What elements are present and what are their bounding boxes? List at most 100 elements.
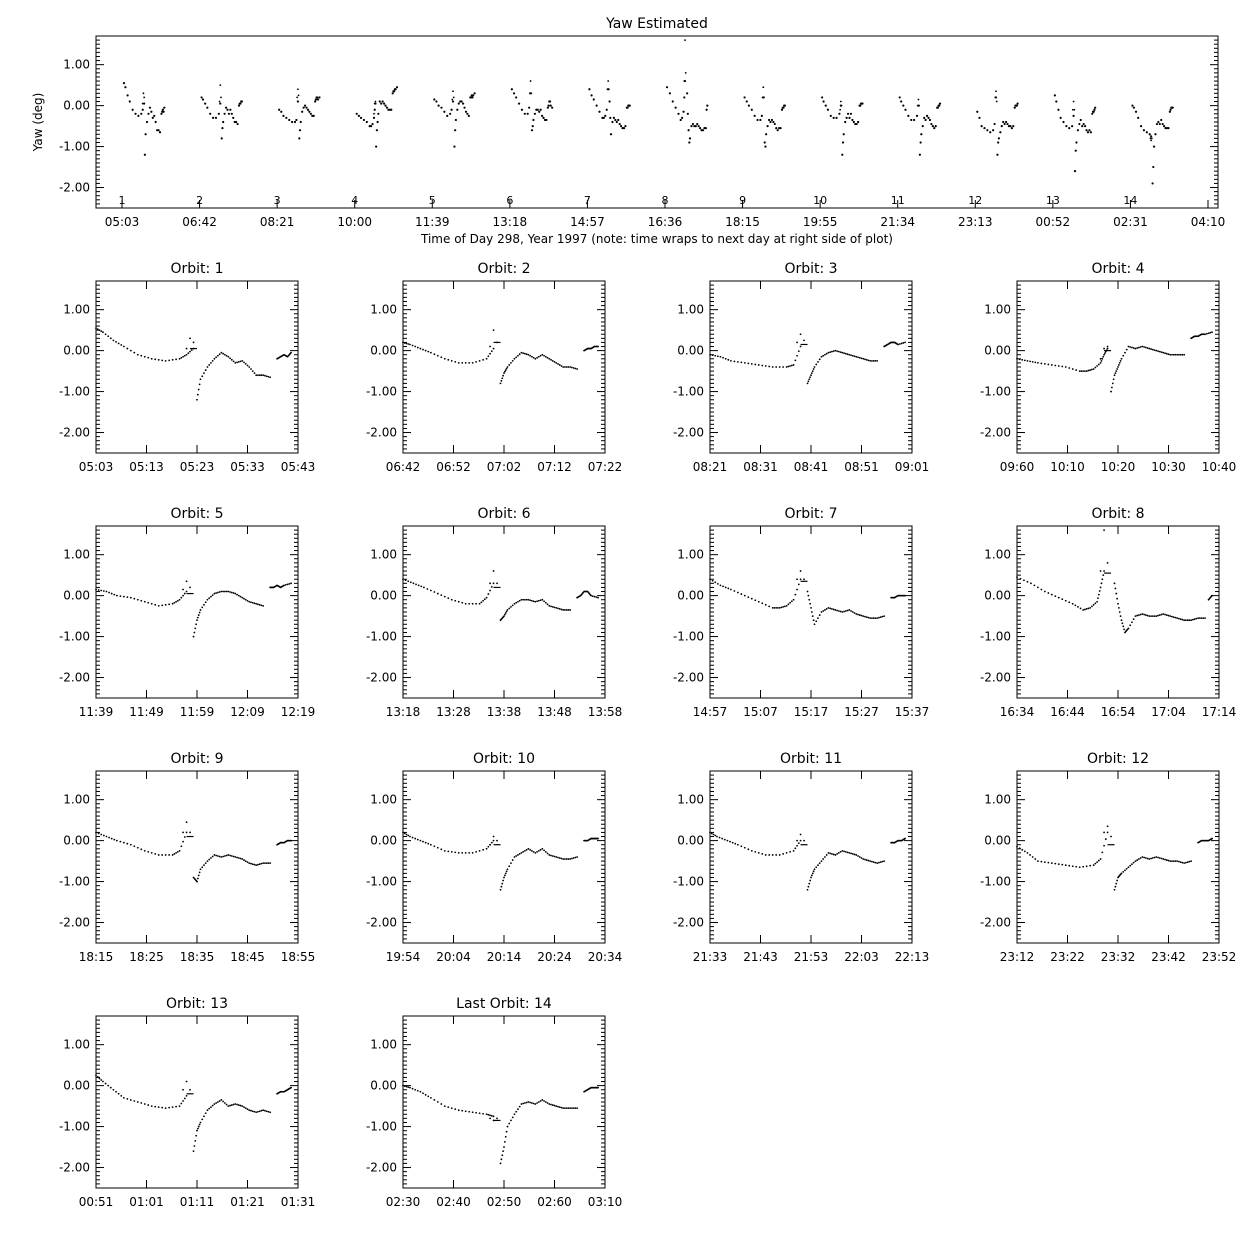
x-tick-label: 12:19 [281, 705, 316, 719]
data-point [1118, 611, 1121, 613]
data-point [450, 850, 453, 853]
data-point [255, 374, 258, 377]
overview-point [1092, 110, 1095, 113]
data-point [164, 359, 167, 362]
data-point [269, 1111, 272, 1114]
data-point [785, 604, 788, 607]
data-point [1116, 597, 1119, 600]
data-point [433, 1099, 436, 1101]
overview-point [373, 112, 375, 115]
data-point [557, 363, 559, 365]
data-point [714, 834, 717, 837]
data-point [1188, 860, 1191, 863]
data-point [475, 850, 478, 853]
data-point [225, 1103, 228, 1106]
data-point [102, 834, 105, 837]
data-point [1125, 348, 1128, 351]
data-point [407, 343, 410, 345]
data-point [572, 857, 575, 859]
data-point [182, 355, 184, 358]
data-point [258, 863, 261, 866]
data-point [503, 1141, 506, 1143]
overview-point [293, 120, 297, 124]
data-point [811, 872, 814, 875]
x-tick-label: 01:11 [180, 1195, 215, 1209]
data-point [216, 354, 219, 357]
data-point [718, 836, 721, 839]
overview-point [376, 120, 379, 124]
data-point [1085, 865, 1088, 868]
overview-point [163, 106, 166, 109]
data-point [490, 841, 493, 844]
data-point [213, 1103, 216, 1105]
data-point [1047, 363, 1050, 366]
overview-point [839, 100, 842, 103]
data-point [253, 863, 256, 866]
data-point [225, 590, 228, 593]
data-point [1209, 331, 1212, 334]
overview-point [1073, 170, 1077, 173]
data-point [864, 858, 866, 861]
data-point [789, 365, 792, 367]
data-point [168, 854, 171, 856]
data-point [204, 601, 207, 604]
data-point [140, 599, 143, 602]
data-point [597, 1086, 599, 1089]
orbit-marker-label: 7 [584, 194, 591, 207]
data-point [757, 600, 760, 603]
overview-point [227, 112, 231, 115]
data-point [197, 614, 200, 616]
overview-point [611, 120, 614, 124]
data-point [508, 364, 511, 366]
orbit-marker-label: 11 [891, 194, 905, 207]
data-point [1132, 861, 1135, 864]
x-tick-label: 15:17 [794, 705, 829, 719]
overview-point [370, 124, 373, 128]
data-point [1207, 332, 1210, 335]
overview-point [219, 84, 222, 87]
data-point [1054, 862, 1057, 865]
data-point [1016, 576, 1018, 579]
overview-point [614, 118, 617, 122]
data-point [534, 357, 537, 360]
data-point [1155, 615, 1158, 617]
data-point [818, 862, 821, 865]
orbit-title: Last Orbit: 14 [456, 996, 552, 1012]
data-point [764, 365, 767, 367]
data-point [499, 888, 502, 891]
data-point [560, 365, 563, 367]
data-point [775, 366, 778, 368]
data-point [796, 354, 798, 357]
data-point [712, 833, 715, 836]
x-tick-label: 17:04 [1151, 705, 1186, 719]
data-point [190, 349, 193, 352]
data-point [447, 850, 450, 853]
data-point [230, 855, 233, 857]
data-point [1099, 858, 1102, 860]
overview-point [359, 116, 363, 120]
data-point [1172, 860, 1175, 862]
data-point [832, 853, 835, 856]
data-point [553, 1104, 556, 1107]
data-point [1113, 888, 1116, 891]
data-point [1146, 614, 1149, 617]
overview-point [588, 88, 591, 91]
y-tick-label: -1.00 [366, 875, 397, 889]
data-point [290, 1086, 292, 1089]
data-point [822, 858, 825, 860]
overview-point [696, 122, 699, 126]
data-point [857, 356, 859, 359]
data-point [492, 1115, 495, 1118]
overview-point [451, 98, 454, 101]
overview-point [1072, 114, 1075, 117]
x-tick-label: 13:18 [386, 705, 421, 719]
data-point [1099, 586, 1102, 589]
data-point [1125, 867, 1128, 870]
data-point [740, 361, 743, 364]
data-point [571, 1107, 573, 1110]
x-tick-label: 11:39 [79, 705, 114, 719]
data-point [1106, 831, 1109, 834]
data-point [143, 355, 146, 358]
data-point [143, 849, 146, 852]
